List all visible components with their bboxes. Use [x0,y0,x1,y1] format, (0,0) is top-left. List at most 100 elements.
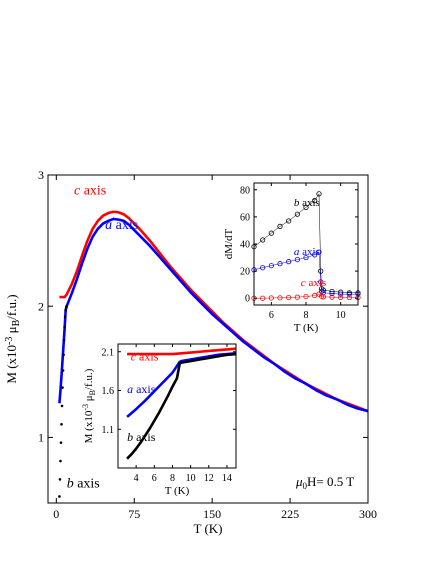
text-span: axis [299,197,319,209]
text-span: μ [83,395,95,404]
series-label: c axis [74,184,106,199]
data-point [268,230,274,236]
text-span: μ [295,474,303,489]
data-point [59,441,63,444]
data-point [58,478,62,481]
series-label: b axis [294,197,320,209]
text-span: -3 [81,404,90,411]
data-point [286,218,292,224]
data-point [61,386,64,389]
text-span: axis [112,218,138,233]
x-axis-label: T (K) [165,485,190,497]
x-tick-label: 225 [281,507,299,521]
data-point [286,259,292,265]
x-tick-label: 12 [204,473,214,484]
data-point [63,325,66,329]
x-tick-label: 10 [336,310,346,321]
series-label: b axis [67,476,100,491]
text-span: axis [299,246,319,258]
y-tick-label: 1 [38,431,44,445]
text-span: c [74,184,81,199]
y-tick-label: 3 [38,168,44,182]
y-axis-label: M (x10-3 μB/f.u.) [4,294,22,383]
y-tick-label: 0 [245,294,250,305]
series-line [126,352,237,418]
data-point [64,308,67,312]
y-tick-label: 1.1 [102,425,115,436]
series-label: b axis [127,430,156,444]
x-tick-label: 75 [128,507,140,521]
text-span: axis [306,277,326,289]
text-span: a [127,382,133,396]
text-span: μ [4,326,19,336]
data-point [62,353,65,357]
data-point [294,256,300,263]
x-tick-label: 14 [222,473,232,484]
data-point [60,404,64,408]
text-span: axis [74,476,100,491]
series-label: a axis [127,382,156,396]
x-tick-label: 300 [359,507,377,521]
text-span: c [131,349,137,363]
data-point [59,459,62,463]
data-point [260,265,266,271]
y-tick-label: 40 [240,240,250,251]
data-point [294,211,300,217]
data-point [58,495,61,498]
series-label: c axis [131,349,159,363]
data-point [63,315,67,318]
y-tick-label: 2.1 [102,347,115,358]
y-tick-label: 2 [38,299,44,313]
data-point [277,261,283,267]
data-point [60,422,63,426]
x-tick-label: 10 [186,473,196,484]
text-span: c [301,277,306,289]
x-tick-label: 4 [134,473,139,484]
series-label: a axis [105,218,138,233]
text-span: M (x10 [4,345,19,384]
y-tick-label: 60 [240,212,250,223]
inset-low-temperature-chart: 4 6 8 10 12 14 1.1 1.6 2.1 T (K) M (x10-3 μB/f.u.)… [81,343,237,497]
data-point [303,204,309,210]
x-axis-label: T (K) [193,521,222,536]
y-tick-label: 1.6 [102,386,115,397]
text-span: M (x10 [83,410,95,443]
series-line [253,193,358,294]
text-span: B [11,319,22,326]
data-point [277,223,283,229]
y-tick-label: 80 [240,185,250,196]
text-span: b [67,476,74,491]
data-point [62,339,66,342]
text-span: axis [133,382,156,396]
series-label: c axis [301,277,326,289]
text-span: axis [136,349,159,363]
field-annotation: μ0H= 0.5 T [295,474,354,491]
y-axis-label: dM/dT [223,228,235,259]
plot-frame [117,343,237,469]
text-span: a [294,246,300,258]
series-line [254,293,358,299]
data-point [303,254,309,261]
x-tick-label: 150 [203,507,221,521]
series-line [58,217,369,413]
text-span: H= 0.5 T [307,474,354,489]
text-span: B [88,390,97,395]
data-point [65,304,69,308]
data-point [260,237,266,243]
text-span: b [127,430,133,444]
text-span: -3 [4,337,15,345]
data-point [312,252,318,258]
series-line [253,251,358,295]
x-tick-label: 6 [269,310,274,321]
x-tick-label: 0 [53,507,59,521]
text-span: 0 [303,481,308,491]
x-tick-label: 6 [152,473,157,484]
series-label: a axis [294,246,320,258]
text-span: axis [133,430,156,444]
text-span: b [294,197,300,209]
text-span: /f.u.) [83,368,95,390]
text-span: /f.u.) [4,294,19,319]
